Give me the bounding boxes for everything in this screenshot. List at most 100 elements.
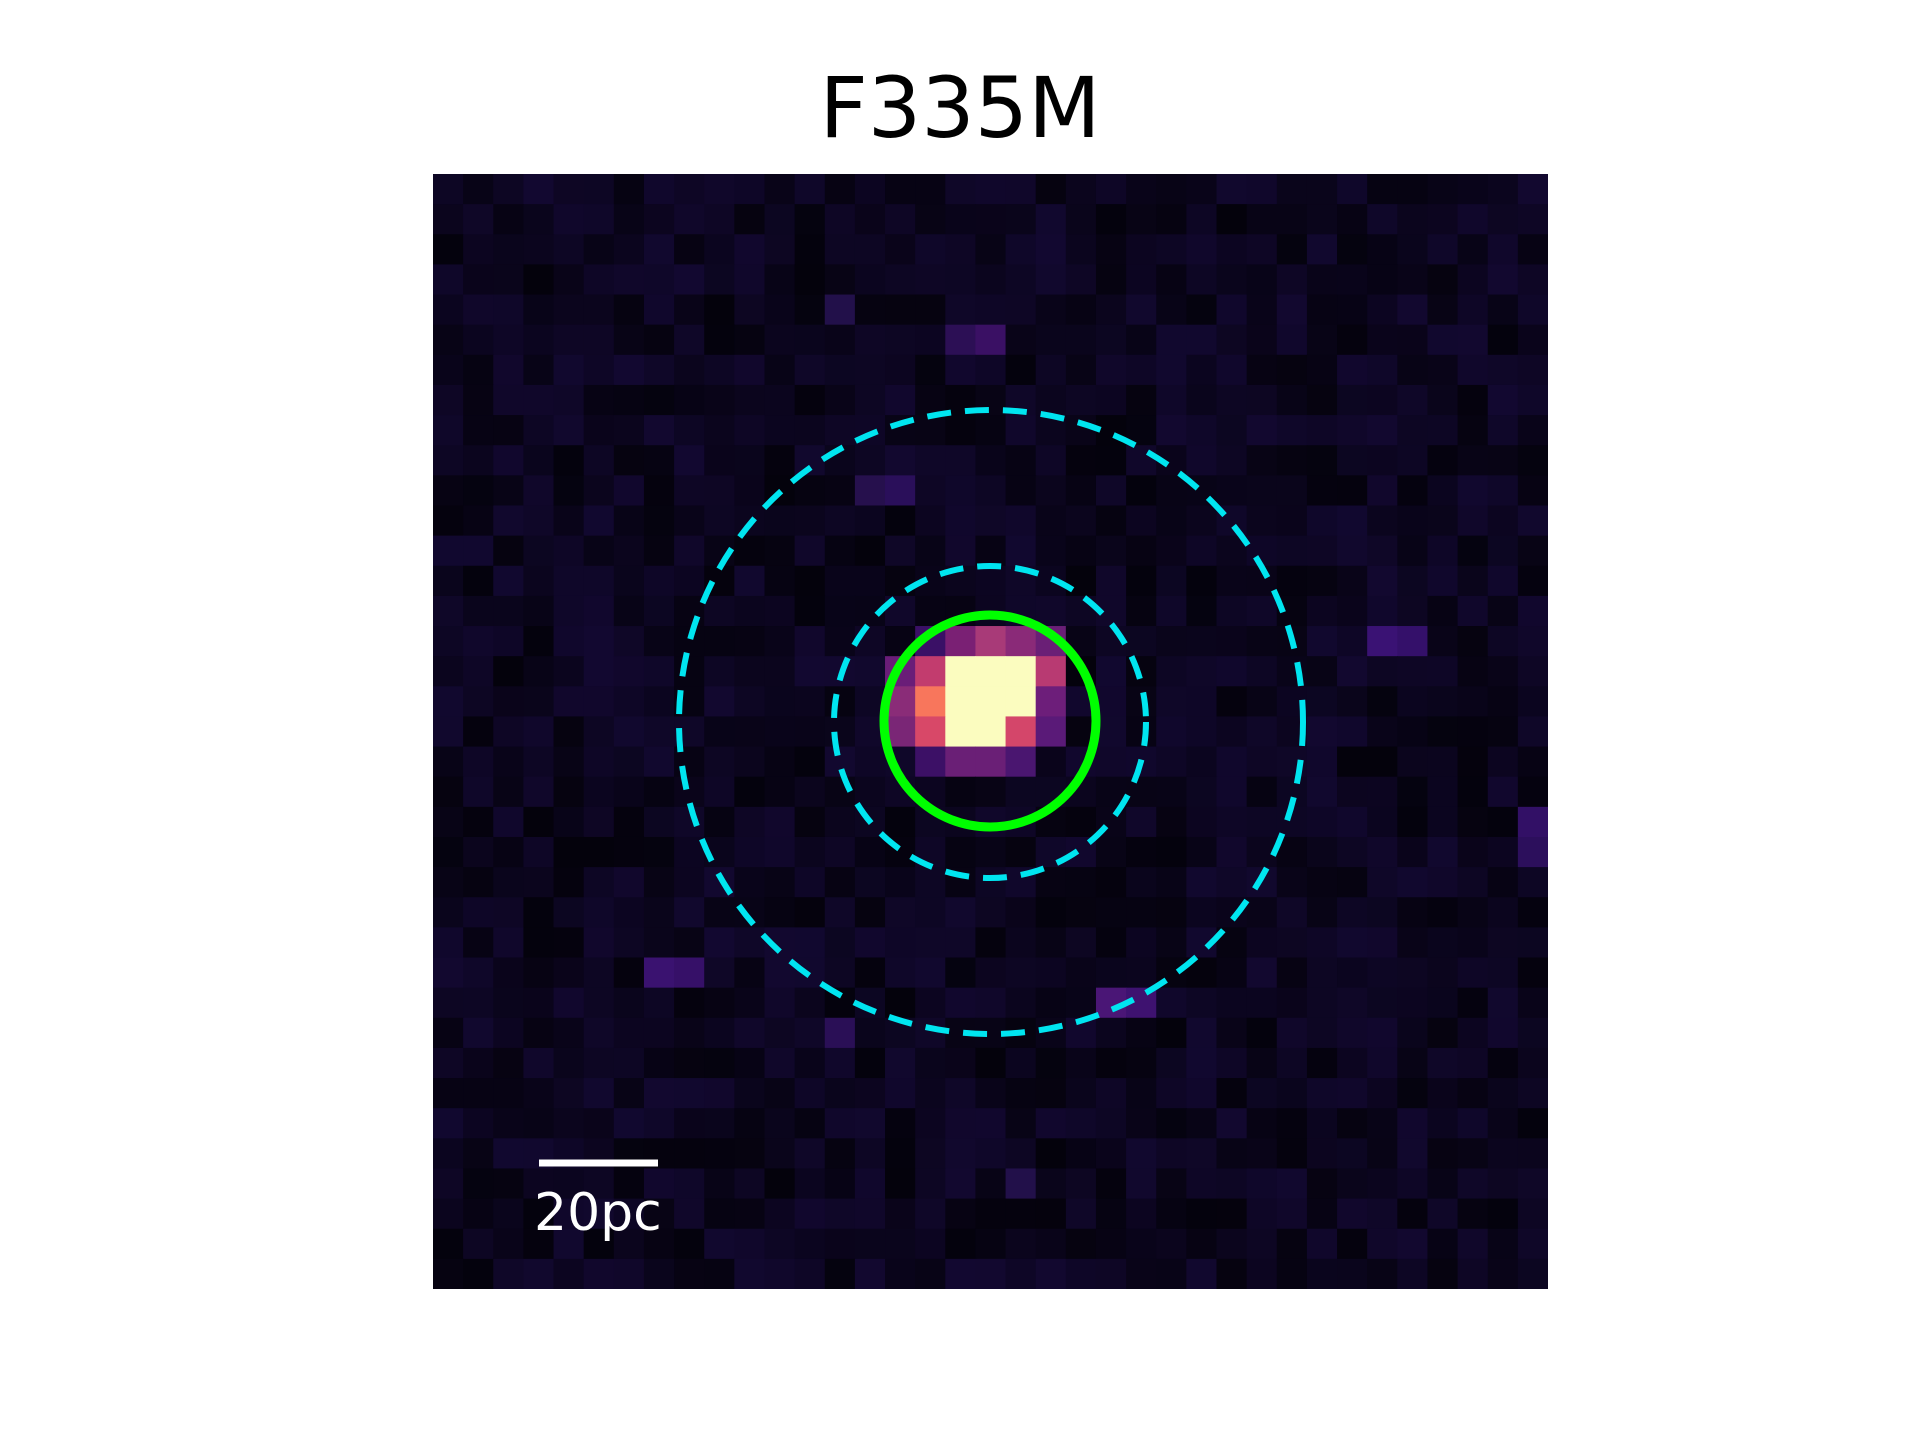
pixel bbox=[824, 354, 856, 386]
pixel bbox=[1397, 445, 1429, 476]
pixel bbox=[975, 445, 1007, 476]
pixel bbox=[945, 927, 977, 959]
pixel bbox=[1306, 987, 1338, 1019]
pixel bbox=[1035, 475, 1067, 507]
pixel bbox=[1005, 264, 1037, 296]
pixel bbox=[613, 294, 645, 326]
pixel bbox=[1156, 1198, 1187, 1230]
pixel bbox=[734, 1138, 766, 1170]
pixel bbox=[433, 626, 464, 657]
pixel bbox=[1095, 324, 1127, 356]
pixel bbox=[1095, 384, 1127, 416]
pixel bbox=[1246, 234, 1278, 266]
pixel bbox=[523, 475, 555, 507]
pixel bbox=[854, 384, 886, 416]
pixel bbox=[915, 1017, 946, 1049]
pixel bbox=[1035, 1168, 1067, 1200]
pixel bbox=[854, 174, 886, 205]
pixel bbox=[1367, 565, 1398, 597]
pixel bbox=[493, 204, 525, 235]
pixel bbox=[613, 535, 645, 567]
pixel bbox=[764, 686, 796, 718]
pixel bbox=[1487, 324, 1519, 356]
pixel bbox=[553, 565, 585, 597]
pixel bbox=[643, 927, 675, 959]
pixel bbox=[1337, 445, 1368, 476]
pixel bbox=[764, 384, 796, 416]
pixel bbox=[1306, 957, 1338, 989]
pixel bbox=[1005, 204, 1037, 235]
pixel bbox=[1517, 716, 1548, 748]
pixel bbox=[1095, 686, 1127, 718]
pixel bbox=[764, 204, 796, 235]
pixel bbox=[1427, 1017, 1459, 1049]
pixel bbox=[794, 174, 826, 205]
pixel bbox=[1517, 475, 1548, 507]
pixel bbox=[1246, 716, 1278, 748]
pixel bbox=[975, 294, 1007, 326]
pixel bbox=[1246, 354, 1278, 386]
pixel bbox=[493, 1138, 525, 1170]
pixel bbox=[1337, 806, 1368, 838]
pixel bbox=[824, 1108, 856, 1139]
pixel bbox=[1246, 445, 1278, 476]
pixel bbox=[1517, 1198, 1548, 1230]
pixel bbox=[1065, 174, 1097, 205]
pixel bbox=[643, 626, 675, 657]
pixel bbox=[1457, 174, 1489, 205]
pixel bbox=[493, 987, 525, 1019]
pixel bbox=[553, 535, 585, 567]
pixel bbox=[1337, 1078, 1368, 1109]
pixel bbox=[1276, 1228, 1308, 1260]
pixel bbox=[523, 1258, 555, 1289]
pixel bbox=[1186, 987, 1218, 1019]
aperture-circle bbox=[879, 610, 1101, 832]
pixel bbox=[824, 565, 856, 597]
pixel bbox=[764, 505, 796, 537]
pixel bbox=[613, 505, 645, 537]
pixel bbox=[1005, 626, 1037, 657]
pixel bbox=[583, 1258, 615, 1289]
pixel bbox=[1126, 1017, 1157, 1049]
pixel bbox=[1457, 1228, 1489, 1260]
pixel bbox=[1367, 626, 1398, 657]
pixel bbox=[915, 957, 946, 989]
pixel bbox=[493, 746, 525, 778]
pixel bbox=[975, 204, 1007, 235]
pixel bbox=[915, 354, 946, 386]
pixel bbox=[1457, 836, 1489, 868]
pixel bbox=[643, 686, 675, 718]
pixel bbox=[493, 776, 525, 808]
pixel bbox=[1306, 716, 1338, 748]
pixel bbox=[1246, 897, 1278, 928]
pixel bbox=[1005, 445, 1037, 476]
pixel bbox=[1427, 746, 1459, 778]
pixel bbox=[1306, 1047, 1338, 1079]
pixel bbox=[915, 1047, 946, 1079]
pixel bbox=[764, 415, 796, 446]
pixel bbox=[794, 1078, 826, 1109]
pixel bbox=[1427, 595, 1459, 627]
pixel bbox=[523, 746, 555, 778]
pixel bbox=[1246, 505, 1278, 537]
pixel bbox=[1337, 897, 1368, 928]
pixel bbox=[734, 324, 766, 356]
pixel bbox=[1306, 354, 1338, 386]
pixel bbox=[885, 1198, 916, 1230]
pixel bbox=[1457, 565, 1489, 597]
pixel bbox=[1005, 1228, 1037, 1260]
pixel bbox=[1306, 264, 1338, 296]
pixel bbox=[975, 1138, 1007, 1170]
pixel bbox=[1126, 1258, 1157, 1289]
pixel bbox=[945, 324, 977, 356]
pixel bbox=[1367, 746, 1398, 778]
pixel bbox=[493, 565, 525, 597]
pixel bbox=[975, 897, 1007, 928]
pixel bbox=[1517, 656, 1548, 687]
pixel bbox=[1246, 1168, 1278, 1200]
pixel bbox=[1216, 174, 1248, 205]
pixel bbox=[1397, 716, 1429, 748]
pixel bbox=[1517, 1017, 1548, 1049]
pixel bbox=[583, 836, 615, 868]
pixel bbox=[1035, 716, 1067, 748]
